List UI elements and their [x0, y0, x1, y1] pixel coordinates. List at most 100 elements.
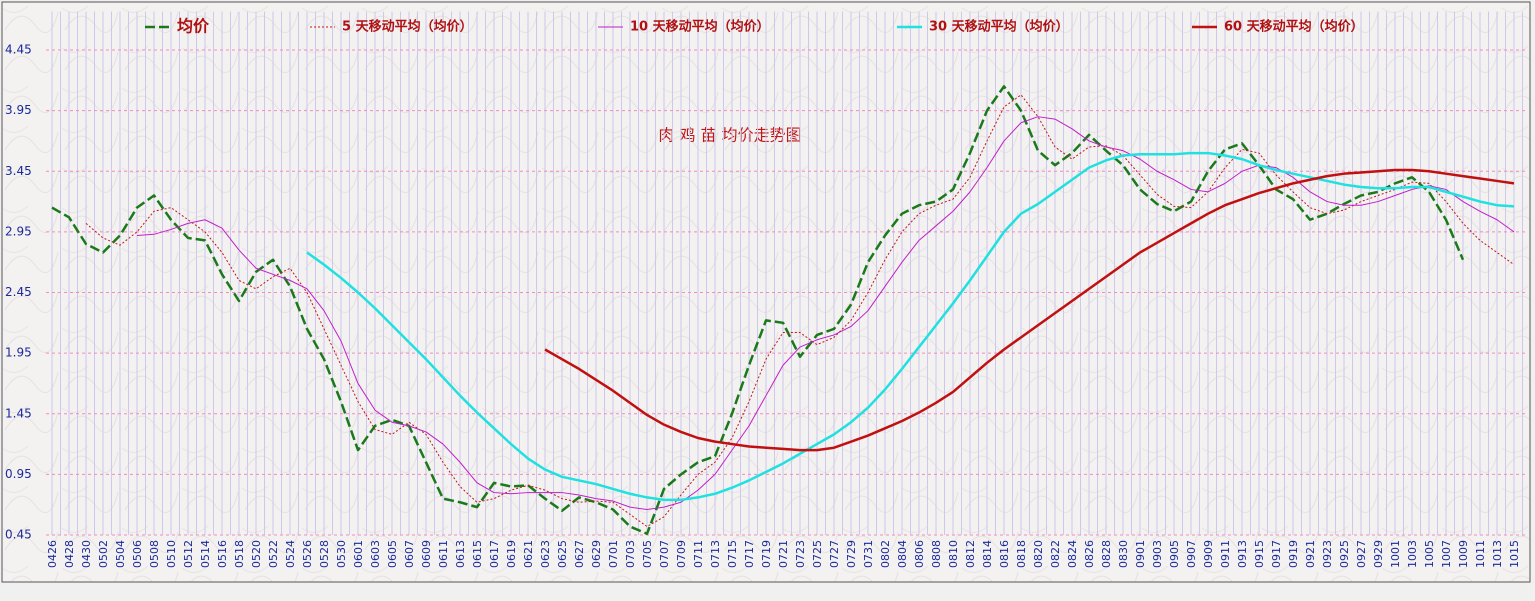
x-tick-label: 0927: [1355, 540, 1368, 568]
x-tick-label: 0719: [760, 540, 773, 568]
y-tick-label: 2.95: [5, 224, 32, 238]
x-tick-label: 0627: [573, 540, 586, 568]
x-tick-label: 1009: [1457, 540, 1470, 568]
x-tick-label: 1015: [1508, 540, 1521, 568]
x-tick-label: 0901: [1134, 540, 1147, 568]
x-tick-label: 0717: [743, 540, 756, 568]
x-tick-label: 0820: [1032, 540, 1045, 568]
x-tick-label: 0510: [165, 540, 178, 568]
x-tick-label: 1003: [1406, 540, 1419, 568]
y-tick-label: 4.45: [5, 43, 32, 57]
x-tick-label: 0625: [556, 540, 569, 568]
x-tick-label: 0818: [1015, 540, 1028, 568]
x-tick-label: 0903: [1151, 540, 1164, 568]
x-tick-label: 0713: [709, 540, 722, 568]
x-tick-label: 0812: [964, 540, 977, 568]
x-tick-label: 0909: [1202, 540, 1215, 568]
x-tick-label: 0508: [148, 540, 161, 568]
legend-label: 5 天移动平均（均价）: [342, 19, 473, 35]
x-tick-label: 0814: [981, 540, 994, 568]
y-tick-label: 2.45: [5, 285, 32, 299]
x-tick-label: 0822: [1049, 540, 1062, 568]
x-tick-label: 0426: [46, 540, 59, 568]
x-tick-label: 0520: [250, 540, 263, 568]
x-tick-label: 0929: [1372, 540, 1385, 568]
x-tick-label: 0619: [505, 540, 518, 568]
x-tick-label: 0603: [369, 540, 382, 568]
x-tick-label: 0707: [658, 540, 671, 568]
x-tick-label: 0516: [216, 540, 229, 568]
x-tick-label: 0621: [522, 540, 535, 568]
x-tick-label: 0729: [845, 540, 858, 568]
x-tick-label: 0806: [913, 540, 926, 568]
x-tick-label: 0703: [624, 540, 637, 568]
y-tick-label: 1.95: [5, 346, 32, 360]
x-tick-label: 0623: [539, 540, 552, 568]
x-tick-label: 0913: [1236, 540, 1249, 568]
y-tick-label: 3.95: [5, 103, 32, 117]
x-tick-label: 0518: [233, 540, 246, 568]
x-tick-label: 0611: [437, 540, 450, 568]
x-tick-label: 0808: [930, 540, 943, 568]
x-tick-label: 0502: [97, 540, 110, 568]
x-tick-label: 0512: [182, 540, 195, 568]
x-tick-label: 0705: [641, 540, 654, 568]
y-tick-label: 1.45: [5, 406, 32, 420]
y-tick-label: 0.45: [5, 528, 32, 542]
x-tick-label: 0925: [1338, 540, 1351, 568]
x-tick-label: 0613: [454, 540, 467, 568]
x-tick-label: 0725: [811, 540, 824, 568]
x-tick-label: 0522: [267, 540, 280, 568]
x-tick-label: 1007: [1440, 540, 1453, 568]
x-tick-label: 0709: [675, 540, 688, 568]
x-tick-label: 0731: [862, 540, 875, 568]
x-tick-label: 0905: [1168, 540, 1181, 568]
x-tick-label: 0711: [692, 540, 705, 568]
x-tick-label: 0428: [63, 540, 76, 568]
x-tick-label: 0514: [199, 540, 212, 568]
x-tick-label: 0911: [1219, 540, 1232, 568]
x-tick-label: 0526: [301, 540, 314, 568]
x-tick-label: 0907: [1185, 540, 1198, 568]
x-tick-label: 0607: [403, 540, 416, 568]
x-tick-label: 0919: [1287, 540, 1300, 568]
x-tick-label: 0701: [607, 540, 620, 568]
x-tick-label: 0824: [1066, 540, 1079, 568]
chart-title: 肉 鸡 苗 均价走势图: [658, 126, 801, 145]
x-tick-label: 0915: [1253, 540, 1266, 568]
x-tick-label: 0506: [131, 540, 144, 568]
x-tick-label: 1011: [1474, 540, 1487, 568]
x-tick-label: 0828: [1100, 540, 1113, 568]
x-tick-label: 0723: [794, 540, 807, 568]
x-tick-label: 0923: [1321, 540, 1334, 568]
x-tick-label: 0601: [352, 540, 365, 568]
x-tick-label: 0721: [777, 540, 790, 568]
x-tick-label: 0615: [471, 540, 484, 568]
x-tick-label: 0524: [284, 540, 297, 568]
series-line: [51, 85, 1465, 536]
y-tick-label: 3.45: [5, 164, 32, 178]
x-tick-label: 0715: [726, 540, 739, 568]
x-tick-label: 0830: [1117, 540, 1130, 568]
x-tick-label: 0816: [998, 540, 1011, 568]
x-tick-label: 0504: [114, 540, 127, 568]
series-line: [85, 94, 1515, 528]
x-tick-label: 0528: [318, 540, 331, 568]
legend-label: 均价: [177, 17, 210, 36]
x-tick-label: 0826: [1083, 540, 1096, 568]
legend-label: 10 天移动平均（均价）: [630, 19, 770, 35]
legend-label: 30 天移动平均（均价）: [929, 19, 1069, 35]
x-tick-label: 0917: [1270, 540, 1283, 568]
x-tick-label: 0804: [896, 540, 909, 568]
series-line: [544, 168, 1515, 452]
x-tick-label: 0921: [1304, 540, 1317, 568]
x-tick-label: 0727: [828, 540, 841, 568]
x-tick-label: 0609: [420, 540, 433, 568]
x-tick-label: 0802: [879, 540, 892, 568]
x-tick-label: 0617: [488, 540, 501, 568]
x-tick-label: 1001: [1389, 540, 1402, 568]
x-tick-label: 1005: [1423, 540, 1436, 568]
x-tick-label: 0605: [386, 540, 399, 568]
legend-label: 60 天移动平均（均价）: [1224, 19, 1364, 35]
